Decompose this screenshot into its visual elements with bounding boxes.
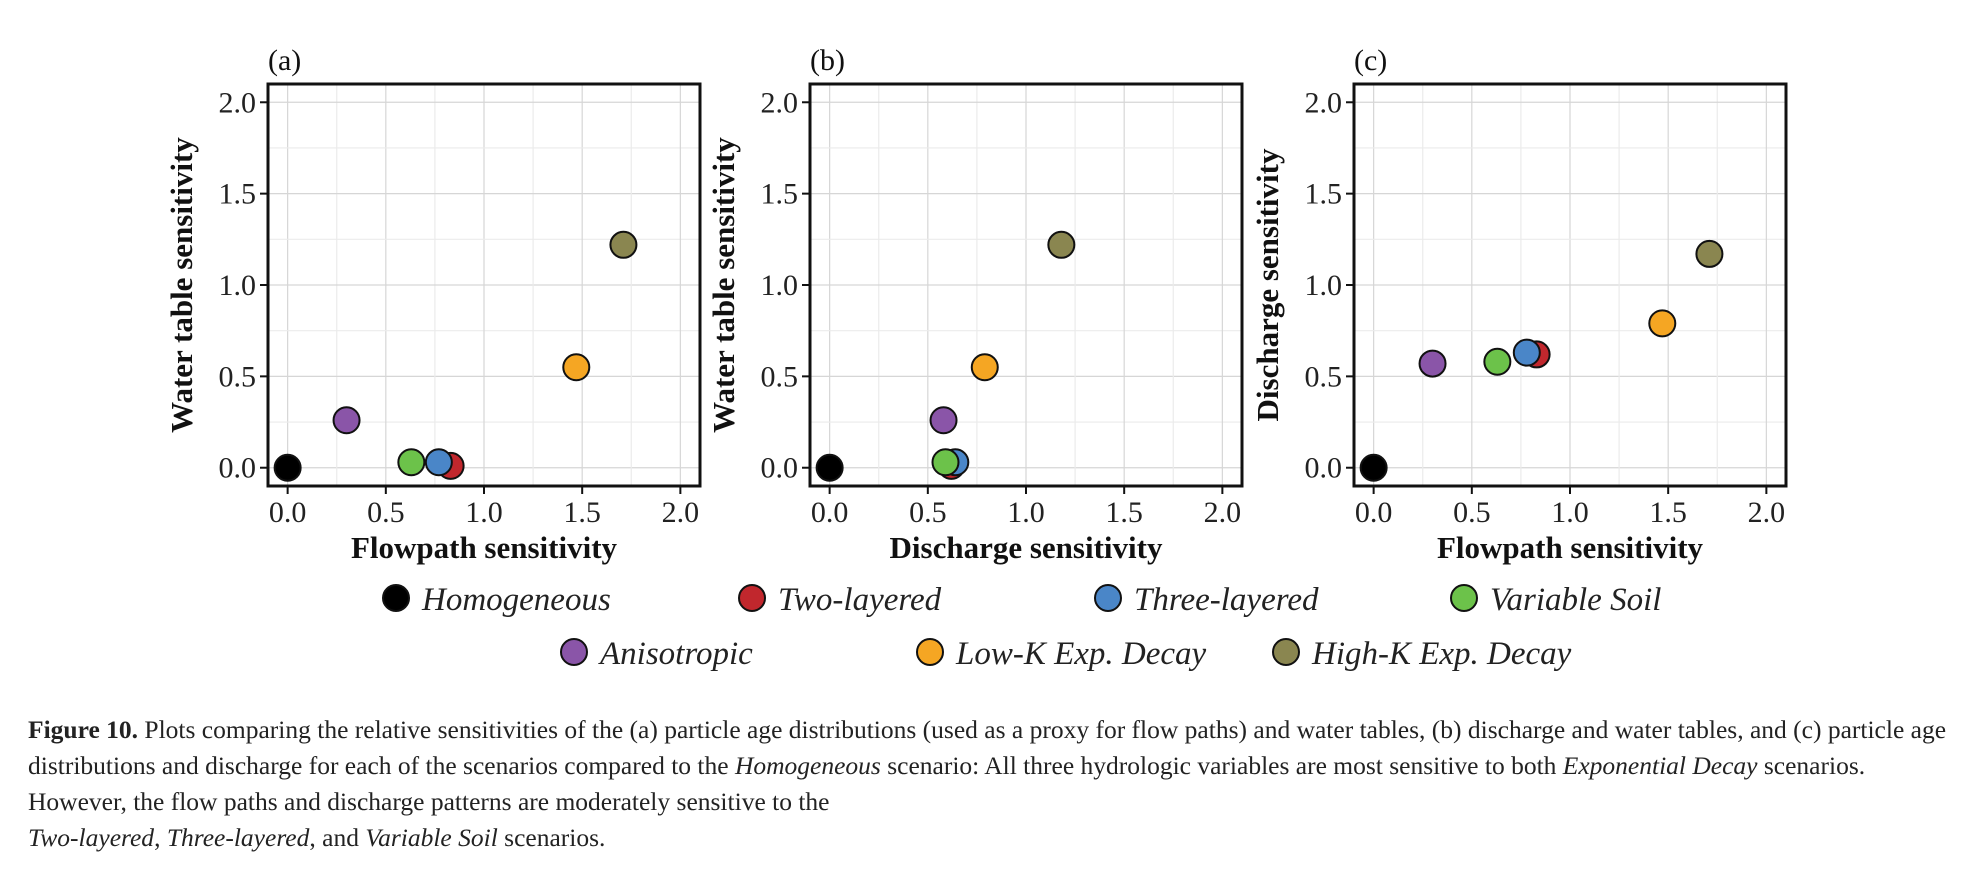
y-tick-label: 1.5 xyxy=(1305,178,1343,211)
y-tick-label: 2.0 xyxy=(219,86,257,119)
scatter-panel-a: 0.0 0.5 1.0 1.5 2.0 0.0 0.5 1.0 1.5 2.0 Flowpath s… xyxy=(164,44,702,565)
legend-label: Three-layered xyxy=(1134,582,1319,618)
data-point xyxy=(562,353,591,382)
panel-label: (a) xyxy=(268,44,301,77)
x-tick-label: 1.5 xyxy=(1649,496,1687,529)
legend-label: Low-K Exp. Decay xyxy=(955,636,1207,672)
legend-item: Two-layered xyxy=(738,582,942,618)
caption-italic: Homogeneous xyxy=(734,751,881,780)
caption-label: Figure 10. xyxy=(28,715,139,744)
y-axis-label: Water table sensitivity xyxy=(164,137,199,433)
legend-marker xyxy=(1450,584,1478,612)
y-tick-label: 0.5 xyxy=(761,360,799,393)
caption-italic: Variable Soil xyxy=(365,823,498,852)
y-tick-label: 1.0 xyxy=(761,269,799,302)
y-tick-label: 2.0 xyxy=(1305,86,1343,119)
scatter-panel-c: 0.0 0.5 1.0 1.5 2.0 0.0 0.5 1.0 1.5 2.0 Flowpath s… xyxy=(1250,44,1788,565)
caption-text: , and xyxy=(309,823,366,852)
legend-marker xyxy=(916,638,944,666)
legend-marker xyxy=(1272,638,1300,666)
y-axis-label: Water table sensitivity xyxy=(706,137,741,433)
data-point xyxy=(273,453,302,482)
data-point xyxy=(1695,239,1724,268)
x-tick-label: 1.5 xyxy=(1105,496,1143,529)
data-point xyxy=(1483,347,1512,376)
panel-label: (c) xyxy=(1354,44,1387,77)
x-tick-label: 0.0 xyxy=(811,496,849,529)
y-tick-label: 0.5 xyxy=(219,360,257,393)
data-point xyxy=(929,406,958,435)
legend-item: Low-K Exp. Decay xyxy=(916,636,1207,672)
legend-marker xyxy=(1094,584,1122,612)
data-point xyxy=(970,353,999,382)
x-axis-label: Flowpath sensitivity xyxy=(351,530,618,565)
y-tick-label: 2.0 xyxy=(761,86,799,119)
data-point xyxy=(397,448,426,477)
legend-label: Homogeneous xyxy=(421,582,611,618)
data-point xyxy=(1648,309,1677,338)
figure-10: 0.0 0.5 1.0 1.5 2.0 0.0 0.5 1.0 1.5 2.0 Flowpath s… xyxy=(164,44,1788,672)
caption-italic: Exponential Decay xyxy=(1562,751,1758,780)
x-tick-label: 2.0 xyxy=(1204,496,1242,529)
caption-italic: Two-layered xyxy=(28,823,155,852)
legend-marker xyxy=(560,638,588,666)
x-tick-label: 0.0 xyxy=(269,496,307,529)
data-point xyxy=(424,448,453,477)
legend-label: High-K Exp. Decay xyxy=(1311,636,1572,672)
y-tick-label: 1.0 xyxy=(219,269,257,302)
x-tick-label: 0.5 xyxy=(1453,496,1491,529)
data-point xyxy=(332,406,361,435)
data-point xyxy=(815,453,844,482)
caption-text: scenarios. xyxy=(497,823,606,852)
x-tick-label: 0.5 xyxy=(909,496,947,529)
legend-item: Anisotropic xyxy=(560,636,753,672)
y-tick-label: 1.5 xyxy=(761,178,799,211)
x-axis-label: Discharge sensitivity xyxy=(890,530,1163,565)
legend-label: Anisotropic xyxy=(598,636,753,672)
caption-text: Plots comparing the relative sensitiviti… xyxy=(28,715,1947,780)
caption-text: , xyxy=(154,823,167,852)
legend: Homogeneous Two-layered Three-layered Varia… xyxy=(382,582,1661,672)
legend-marker xyxy=(738,584,766,612)
y-axis-label: Discharge sensitivity xyxy=(1250,148,1285,421)
scatter-panel-b: 0.0 0.5 1.0 1.5 2.0 0.0 0.5 1.0 1.5 2.0 Discharge … xyxy=(706,44,1244,565)
x-tick-label: 1.0 xyxy=(465,496,503,529)
y-tick-label: 0.0 xyxy=(219,452,257,485)
legend-item: Homogeneous xyxy=(382,582,611,618)
x-tick-label: 0.5 xyxy=(367,496,405,529)
x-tick-label: 2.0 xyxy=(662,496,700,529)
legend-item: Variable Soil xyxy=(1450,582,1661,618)
y-tick-label: 0.0 xyxy=(761,452,799,485)
data-point xyxy=(1047,230,1076,259)
data-point xyxy=(1512,338,1541,367)
data-point xyxy=(1418,349,1447,378)
figure-caption: Figure 10. Plots comparing the relative … xyxy=(28,712,1948,856)
y-tick-label: 0.0 xyxy=(1305,452,1343,485)
legend-marker xyxy=(382,584,410,612)
x-tick-label: 2.0 xyxy=(1748,496,1786,529)
legend-item: High-K Exp. Decay xyxy=(1272,636,1572,672)
caption-text: scenarios. However, the flow paths and d… xyxy=(28,751,1866,816)
data-point xyxy=(1359,453,1388,482)
x-tick-label: 0.0 xyxy=(1355,496,1393,529)
y-tick-label: 1.5 xyxy=(219,178,257,211)
x-tick-label: 1.0 xyxy=(1551,496,1589,529)
panel-label: (b) xyxy=(810,44,845,77)
data-point xyxy=(609,230,638,259)
x-tick-label: 1.5 xyxy=(563,496,601,529)
data-point xyxy=(931,448,960,477)
legend-label: Variable Soil xyxy=(1490,582,1661,618)
x-tick-label: 1.0 xyxy=(1007,496,1045,529)
y-tick-label: 0.5 xyxy=(1305,360,1343,393)
legend-item: Three-layered xyxy=(1094,582,1319,618)
legend-label: Two-layered xyxy=(778,582,942,618)
x-axis-label: Flowpath sensitivity xyxy=(1437,530,1704,565)
y-tick-label: 1.0 xyxy=(1305,269,1343,302)
caption-italic: Three-layered xyxy=(166,823,310,852)
caption-text: scenario: All three hydrologic variables… xyxy=(880,751,1563,780)
